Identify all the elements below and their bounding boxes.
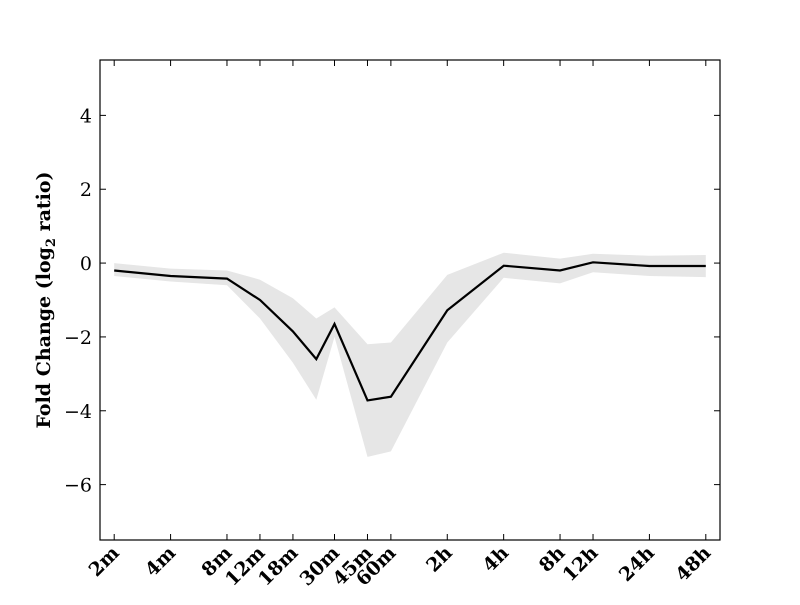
y-tick-label: −6 [64, 475, 92, 497]
confidence-band-layer [114, 252, 706, 457]
x-tick-label: 2h [422, 542, 457, 577]
y-tick-label: 2 [80, 179, 92, 201]
x-tick-label: 12h [559, 542, 603, 586]
series-line-layer [114, 261, 706, 402]
axes-layer [99, 59, 721, 541]
x-tick-label: 2m [85, 542, 124, 581]
confidence-band [114, 252, 706, 457]
y-tick-label: −2 [64, 327, 92, 349]
series-line [114, 261, 706, 402]
y-axis-label: Fold Change (log2 ratio) [33, 171, 59, 428]
y-axis-label-suffix: ratio) [33, 171, 55, 238]
y-axis-label-main: Fold Change (log [33, 247, 55, 428]
y-tick-label: 4 [80, 105, 92, 127]
x-tick-label: 48h [671, 542, 715, 586]
y-tick-label: −4 [64, 401, 92, 423]
y-ticks-layer: 4 2 0 −2 −4 −6 [64, 105, 720, 497]
x-tick-label: 24h [615, 542, 659, 586]
plot-frame [99, 59, 721, 541]
x-tick-label: 4m [141, 542, 180, 581]
x-tick-label: 4h [479, 542, 514, 577]
y-axis-label-subscript: 2 [44, 238, 59, 247]
y-tick-label: 0 [80, 253, 92, 275]
x-tick-label: 18m [254, 542, 302, 590]
